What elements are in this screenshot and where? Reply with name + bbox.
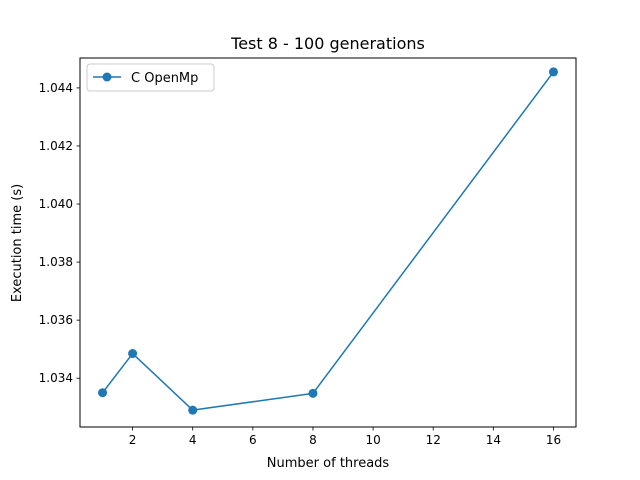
y-tick-label: 1.038 <box>39 255 73 269</box>
x-tick-label: 12 <box>426 433 441 447</box>
data-point <box>188 405 198 415</box>
legend-frame <box>86 63 215 92</box>
x-tick-label: 16 <box>546 433 561 447</box>
axes-frame <box>79 57 577 428</box>
series-layer <box>98 67 558 415</box>
legend: C OpenMp <box>86 63 215 92</box>
plot-area: 2 4 6 8 10 12 14 16 1.0341.0361.0381.0401.0421.… <box>39 57 577 447</box>
x-tick-label: 8 <box>309 433 317 447</box>
y-axis-ticks: 1.034 1.036 1.038 1.040 1.042 1.044 <box>39 81 80 385</box>
legend-marker-circle <box>102 72 112 82</box>
x-axis-label: Number of threads <box>267 456 390 471</box>
chart-title: Test 8 - 100 generations <box>230 34 425 53</box>
data-point <box>308 388 318 398</box>
data-point <box>98 388 108 398</box>
legend-label: C OpenMp <box>131 71 198 86</box>
y-tick-label: 1.036 <box>39 313 73 327</box>
data-point <box>128 349 138 359</box>
x-axis-ticks: 2 4 6 8 10 12 14 16 <box>129 427 561 447</box>
y-tick-label: 1.034 <box>39 371 73 385</box>
x-tick-label: 4 <box>189 433 197 447</box>
x-tick-label: 14 <box>486 433 501 447</box>
data-point <box>548 67 558 77</box>
x-tick-label: 2 <box>129 433 137 447</box>
y-tick-label: 1.042 <box>39 139 73 153</box>
x-tick-label: 6 <box>249 433 257 447</box>
y-tick-label: 1.040 <box>39 197 73 211</box>
y-tick-label: 1.044 <box>39 81 73 95</box>
x-tick-label: 10 <box>365 433 380 447</box>
y-axis-label: Execution time (s) <box>10 184 25 302</box>
